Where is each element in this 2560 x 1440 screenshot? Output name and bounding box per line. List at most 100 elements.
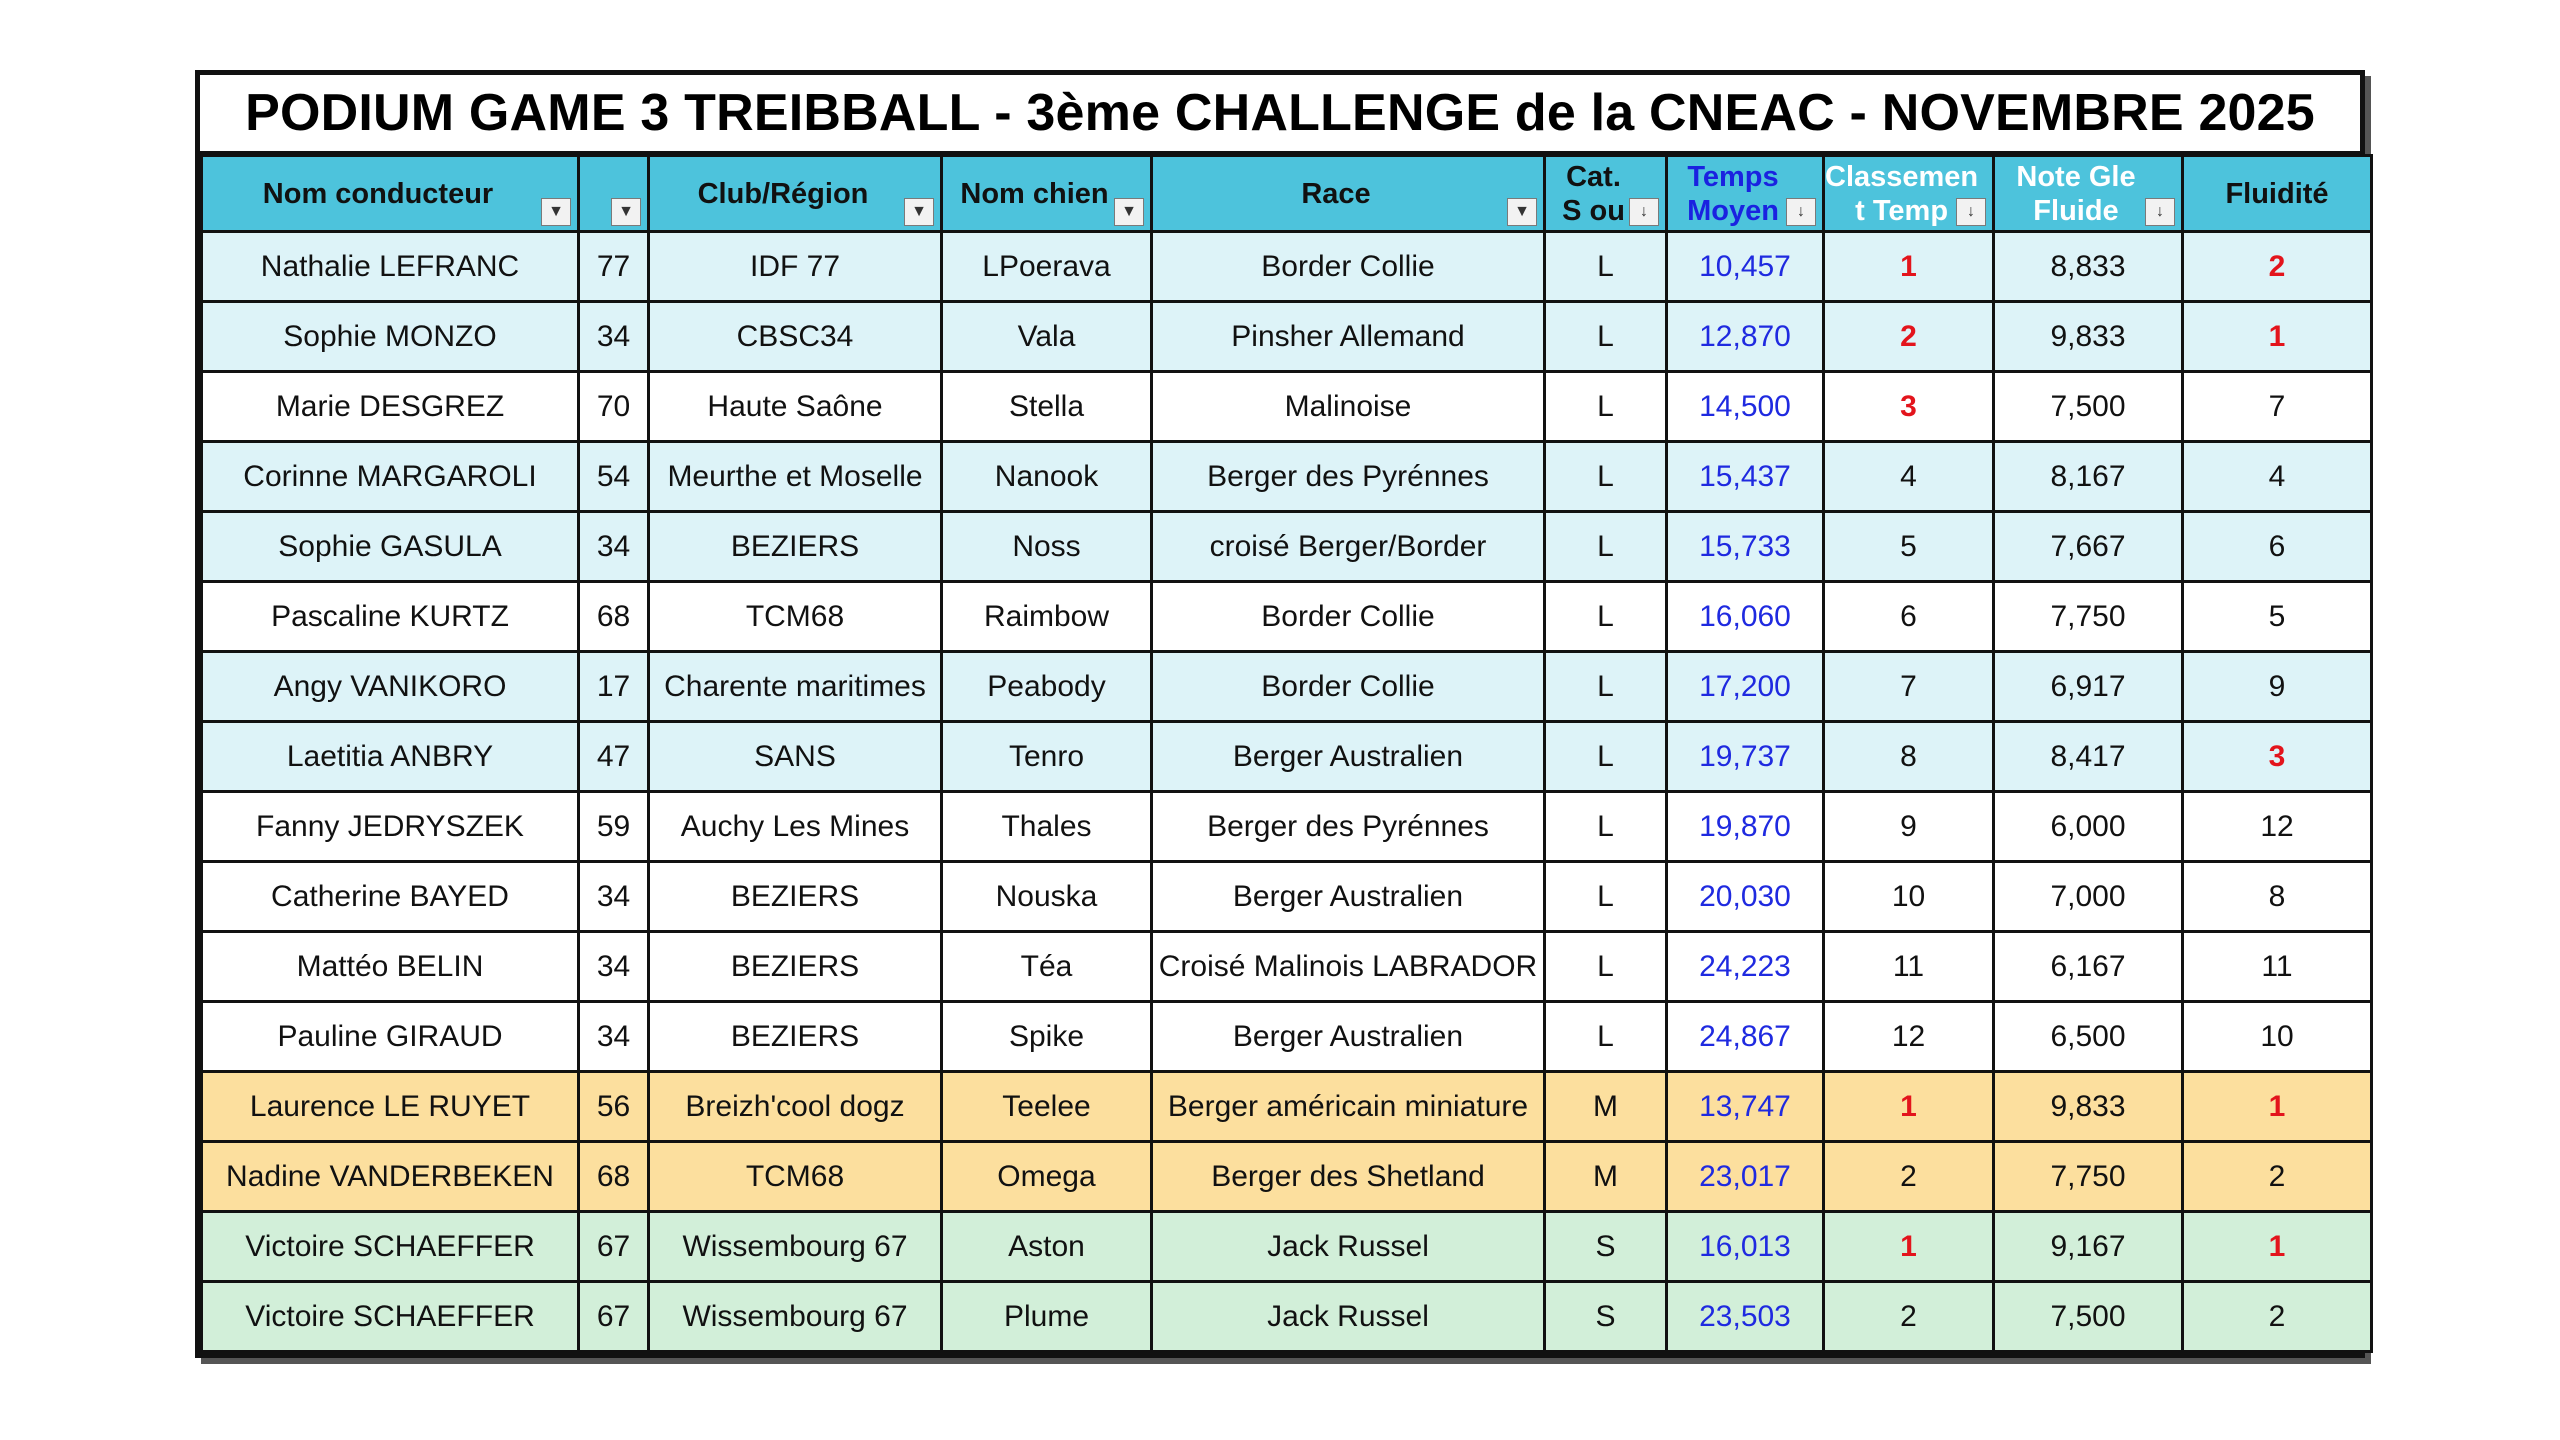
cell-note: 9,833 (1992, 300, 2184, 373)
cell-cat: M (1543, 1070, 1668, 1143)
cell-note: 6,500 (1992, 1000, 2184, 1073)
cell-race: Berger Australien (1150, 720, 1546, 793)
cell-cat: L (1543, 650, 1668, 723)
cell-cat: L (1543, 370, 1668, 443)
cell-note: 7,750 (1992, 580, 2184, 653)
cell-temps: 15,437 (1665, 440, 1825, 513)
cell-club: BEZIERS (647, 1000, 943, 1073)
cell-cat: L (1543, 790, 1668, 863)
cell-fluidite: 2 (2181, 230, 2373, 303)
cell-dept: 68 (577, 1140, 650, 1213)
cell-temps: 19,870 (1665, 790, 1825, 863)
header-nom-chien: Nom chien ▼ (940, 154, 1153, 233)
cell-classement: 1 (1822, 1210, 1995, 1283)
header-cat-line1: Cat. (1566, 160, 1621, 193)
table-row: Sophie MONZO 34 CBSC34 Vala Pinsher Alle… (200, 300, 2373, 373)
header-fluidite: Fluidité (2181, 154, 2373, 233)
cell-classement: 11 (1822, 930, 1995, 1003)
header-nom-conducteur-label: Nom conducteur (262, 177, 494, 210)
dropdown-filter-icon[interactable]: ▼ (904, 198, 934, 226)
cell-fluidite: 9 (2181, 650, 2373, 723)
cell-classement: 10 (1822, 860, 1995, 933)
header-nom-chien-label: Nom chien (960, 177, 1109, 210)
cell-chien: Teelee (940, 1070, 1153, 1143)
header-row: Nom conducteur ▼ ▼ Club/Région ▼ Nom chi… (200, 154, 2373, 233)
cell-nom: Laurence LE RUYET (200, 1070, 580, 1143)
cell-fluidite: 6 (2181, 510, 2373, 583)
cell-fluidite: 2 (2181, 1140, 2373, 1213)
cell-chien: Thales (940, 790, 1153, 863)
table-row: Marie DESGREZ 70 Haute Saône Stella Mali… (200, 370, 2373, 443)
cell-fluidite: 8 (2181, 860, 2373, 933)
cell-race: Berger des Pyrénnes (1150, 440, 1546, 513)
cell-fluidite: 4 (2181, 440, 2373, 513)
cell-fluidite: 7 (2181, 370, 2373, 443)
table-row: Corinne MARGAROLI 54 Meurthe et Moselle … (200, 440, 2373, 513)
cell-race: Berger des Pyrénnes (1150, 790, 1546, 863)
cell-classement: 9 (1822, 790, 1995, 863)
cell-club: Auchy Les Mines (647, 790, 943, 863)
cell-club: TCM68 (647, 580, 943, 653)
header-cat-line2: S ou (1562, 194, 1625, 227)
cell-nom: Sophie MONZO (200, 300, 580, 373)
cell-nom: Pauline GIRAUD (200, 1000, 580, 1073)
cell-nom: Mattéo BELIN (200, 930, 580, 1003)
cell-dept: 56 (577, 1070, 650, 1143)
cell-classement: 3 (1822, 370, 1995, 443)
cell-fluidite: 1 (2181, 1070, 2373, 1143)
header-note-line1: Note Gle (2016, 160, 2136, 193)
sort-filter-icon[interactable]: ↓ (1629, 198, 1659, 226)
cell-dept: 34 (577, 300, 650, 373)
cell-club: IDF 77 (647, 230, 943, 303)
cell-classement: 2 (1822, 1280, 1995, 1353)
table-row: Pauline GIRAUD 34 BEZIERS Spike Berger A… (200, 1000, 2373, 1073)
cell-club: TCM68 (647, 1140, 943, 1213)
cell-temps: 17,200 (1665, 650, 1825, 723)
cell-club: Haute Saône (647, 370, 943, 443)
cell-dept: 34 (577, 930, 650, 1003)
sort-filter-icon[interactable]: ↓ (1956, 198, 1986, 226)
table-row: Laurence LE RUYET 56 Breizh'cool dogz Te… (200, 1070, 2373, 1143)
cell-temps: 16,013 (1665, 1210, 1825, 1283)
dropdown-filter-icon[interactable]: ▼ (541, 198, 571, 226)
cell-club: Meurthe et Moselle (647, 440, 943, 513)
table-row: Nadine VANDERBEKEN 68 TCM68 Omega Berger… (200, 1140, 2373, 1213)
cell-temps: 15,733 (1665, 510, 1825, 583)
table-row: Angy VANIKORO 17 Charente maritimes Peab… (200, 650, 2373, 723)
cell-dept: 77 (577, 230, 650, 303)
podium-sheet: PODIUM GAME 3 TREIBBALL - 3ème CHALLENGE… (195, 70, 2373, 1358)
header-dept: ▼ (577, 154, 650, 233)
cell-temps: 24,867 (1665, 1000, 1825, 1073)
table-row: Mattéo BELIN 34 BEZIERS Téa Croisé Malin… (200, 930, 2373, 1003)
cell-race: Border Collie (1150, 580, 1546, 653)
cell-nom: Sophie GASULA (200, 510, 580, 583)
cell-fluidite: 1 (2181, 1210, 2373, 1283)
dropdown-filter-icon[interactable]: ▼ (1114, 198, 1144, 226)
cell-chien: LPoerava (940, 230, 1153, 303)
table-row: Laetitia ANBRY 47 SANS Tenro Berger Aust… (200, 720, 2373, 793)
cell-classement: 6 (1822, 580, 1995, 653)
cell-race: croisé Berger/Border (1150, 510, 1546, 583)
cell-club: Wissembourg 67 (647, 1280, 943, 1353)
cell-nom: Nadine VANDERBEKEN (200, 1140, 580, 1213)
cell-classement: 8 (1822, 720, 1995, 793)
cell-note: 8,167 (1992, 440, 2184, 513)
cell-race: Pinsher Allemand (1150, 300, 1546, 373)
cell-nom: Victoire SCHAEFFER (200, 1280, 580, 1353)
cell-cat: S (1543, 1210, 1668, 1283)
sort-filter-icon[interactable]: ↓ (2145, 198, 2175, 226)
sort-filter-icon[interactable]: ↓ (1786, 198, 1816, 226)
cell-chien: Peabody (940, 650, 1153, 723)
cell-chien: Spike (940, 1000, 1153, 1073)
cell-note: 7,750 (1992, 1140, 2184, 1213)
cell-nom: Pascaline KURTZ (200, 580, 580, 653)
cell-dept: 17 (577, 650, 650, 723)
dropdown-filter-icon[interactable]: ▼ (611, 198, 641, 226)
cell-nom: Corinne MARGAROLI (200, 440, 580, 513)
cell-nom: Angy VANIKORO (200, 650, 580, 723)
table-row: Fanny JEDRYSZEK 59 Auchy Les Mines Thale… (200, 790, 2373, 863)
cell-temps: 20,030 (1665, 860, 1825, 933)
dropdown-filter-icon[interactable]: ▼ (1507, 198, 1537, 226)
cell-dept: 34 (577, 860, 650, 933)
header-note: Note Gle Fluide ↓ (1992, 154, 2184, 233)
